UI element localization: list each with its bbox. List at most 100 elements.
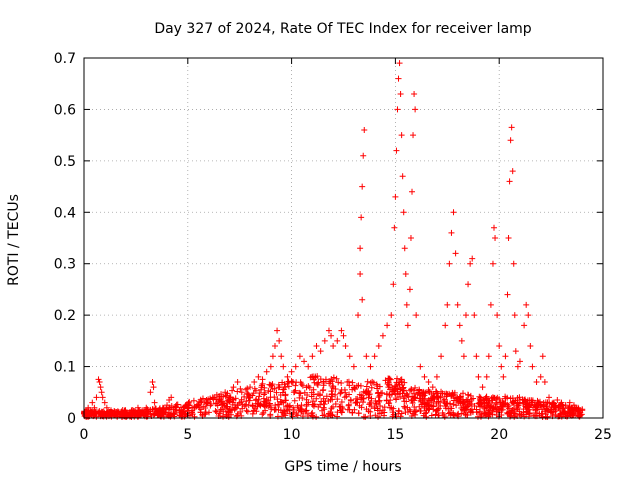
- data-point: [260, 409, 267, 416]
- data-point: [450, 209, 457, 216]
- data-point: [467, 260, 474, 267]
- data-point: [284, 402, 291, 409]
- data-point: [400, 395, 407, 402]
- data-point: [428, 390, 435, 397]
- data-point: [300, 408, 307, 415]
- data-point: [314, 382, 321, 389]
- data-point: [533, 379, 540, 385]
- data-point: [330, 374, 337, 381]
- data-point: [578, 411, 585, 418]
- data-point: [401, 379, 408, 386]
- data-point: [346, 406, 353, 413]
- data-point: [559, 411, 566, 418]
- data-point: [290, 404, 297, 411]
- data-point: [494, 312, 501, 319]
- data-point: [366, 399, 373, 406]
- data-point: [437, 393, 444, 400]
- data-point: [328, 376, 335, 383]
- data-point: [271, 343, 278, 349]
- data-point: [448, 393, 455, 400]
- data-point: [322, 398, 329, 405]
- data-point: [481, 399, 488, 406]
- data-point: [98, 389, 105, 396]
- data-point: [402, 405, 409, 412]
- data-point: [437, 402, 444, 409]
- data-point: [93, 394, 100, 401]
- data-point: [238, 389, 245, 396]
- data-point: [315, 403, 322, 410]
- data-point: [396, 60, 403, 67]
- data-point: [429, 384, 436, 391]
- data-point: [442, 322, 449, 329]
- data-point: [363, 353, 370, 360]
- data-point: [512, 348, 519, 355]
- data-point: [305, 383, 312, 390]
- data-point: [421, 404, 428, 411]
- data-point: [476, 393, 483, 400]
- data-point: [392, 395, 399, 402]
- data-point: [97, 384, 104, 391]
- data-point: [385, 376, 392, 383]
- data-point: [145, 408, 152, 415]
- data-point: [372, 412, 379, 419]
- data-point: [350, 363, 357, 370]
- y-tick-label: 0.3: [54, 257, 76, 273]
- data-point: [261, 402, 268, 409]
- data-point: [296, 353, 303, 360]
- data-point: [402, 271, 409, 277]
- y-tick-label: 0.4: [54, 205, 76, 221]
- data-point: [447, 412, 454, 419]
- data-point: [504, 291, 511, 298]
- data-point: [274, 413, 281, 420]
- data-point: [481, 405, 488, 412]
- data-point: [443, 400, 450, 407]
- data-point: [359, 296, 366, 303]
- data-point: [355, 410, 362, 417]
- data-point: [359, 399, 366, 406]
- data-point: [514, 363, 521, 370]
- x-tick-label: 10: [283, 427, 301, 443]
- data-point: [180, 408, 187, 415]
- data-point: [160, 408, 167, 415]
- data-point: [84, 408, 91, 415]
- data-point: [365, 389, 372, 396]
- data-point: [290, 379, 297, 386]
- x-tick-label: 15: [386, 427, 404, 443]
- data-point: [448, 229, 455, 236]
- data-point: [381, 404, 388, 411]
- data-point: [291, 389, 298, 396]
- data-point: [363, 383, 370, 390]
- data-point: [540, 399, 547, 406]
- data-point: [277, 398, 284, 405]
- data-point: [334, 337, 341, 344]
- data-point: [400, 387, 407, 394]
- data-point: [400, 384, 407, 391]
- data-point: [514, 406, 521, 413]
- data-point: [334, 413, 341, 420]
- data-point: [433, 408, 440, 415]
- data-point: [171, 411, 178, 418]
- data-point: [403, 301, 410, 308]
- data-point: [471, 312, 478, 319]
- data-point: [93, 413, 100, 420]
- data-point: [523, 301, 530, 308]
- data-point: [267, 404, 274, 411]
- data-point: [334, 396, 341, 403]
- x-tick-label: 20: [490, 427, 508, 443]
- x-tick-label: 0: [80, 427, 89, 443]
- data-point: [457, 399, 464, 406]
- data-point: [507, 137, 514, 144]
- data-point: [484, 402, 491, 409]
- data-point: [529, 399, 536, 406]
- data-point: [292, 387, 299, 394]
- data-point: [308, 410, 315, 417]
- data-point: [453, 402, 460, 409]
- data-point: [242, 386, 249, 393]
- data-point: [381, 409, 388, 416]
- data-point: [107, 410, 114, 417]
- data-point: [404, 409, 411, 416]
- data-point: [280, 411, 287, 418]
- data-point: [274, 396, 281, 403]
- data-point: [432, 411, 439, 418]
- data-point: [230, 396, 237, 403]
